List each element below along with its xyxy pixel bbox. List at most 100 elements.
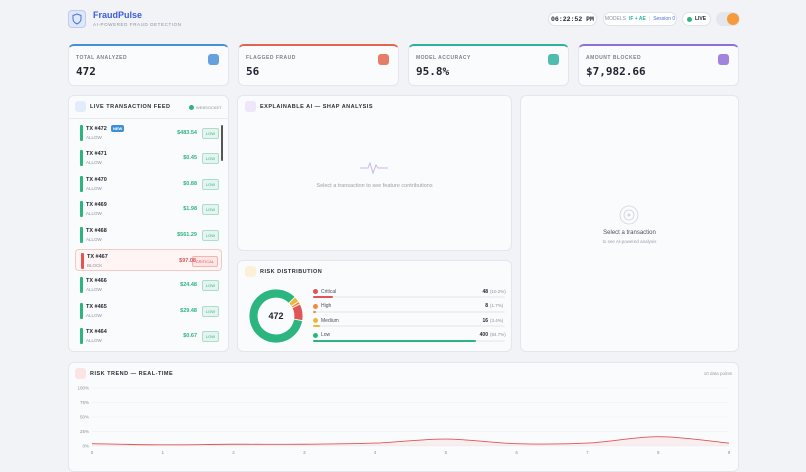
detail-title: Select a transaction <box>603 230 656 236</box>
transaction-action: ALLOW <box>86 160 102 166</box>
transaction-row[interactable]: TX #470 ALLOW $0.88 LOW <box>75 173 222 195</box>
stat-value: 95.8% <box>416 65 450 78</box>
theme-toggle[interactable] <box>716 12 740 26</box>
x-tick-label: 2 <box>232 450 235 455</box>
transaction-id: TX #469 <box>86 202 107 209</box>
x-tick-label: 4 <box>374 450 377 455</box>
legend-percent: (10.2%) <box>490 288 506 294</box>
legend-percent: (3.4%) <box>490 317 504 323</box>
risk-bar <box>80 201 83 218</box>
models-value: IF + AE <box>628 16 646 22</box>
risk-bar <box>80 302 83 319</box>
stat-label: AMOUNT BLOCKED <box>586 55 642 61</box>
transaction-row[interactable]: TX #469 ALLOW $1.98 LOW <box>75 198 222 220</box>
legend-bar <box>313 296 333 298</box>
stat-label: TOTAL ANALYZED <box>76 55 128 61</box>
y-tick-label: 50% <box>80 415 89 420</box>
transaction-action: ALLOW <box>86 236 102 242</box>
app-subtitle: AI-POWERED FRAUD DETECTION <box>93 22 182 27</box>
transaction-amount: $0.45 <box>183 155 197 162</box>
transaction-row[interactable]: TX #464 ALLOW $0.67 LOW <box>75 325 222 347</box>
risk-bar <box>80 175 83 192</box>
transaction-row[interactable]: TX #467 BLOCK $97.08 CRITICAL <box>75 249 222 271</box>
transaction-action: BLOCK <box>87 263 103 268</box>
new-badge: NEW <box>111 125 125 132</box>
x-tick-label: 1 <box>162 450 165 455</box>
connection: WEBSOCKET <box>196 105 222 110</box>
transaction-row[interactable]: TX #472 NEW ALLOW $483.54 LOW <box>75 122 222 144</box>
risk-badge: LOW <box>201 153 219 165</box>
risk-badge: LOW <box>201 305 219 317</box>
transaction-id: TX #465 <box>86 303 107 310</box>
legend-bar <box>313 310 317 313</box>
legend-name: High <box>321 303 332 309</box>
transaction-amount: $24.48 <box>180 282 197 289</box>
risk-badge: LOW <box>201 128 219 139</box>
legend-dot <box>313 303 318 309</box>
trend-chart: 0% 25% 50% 75% 100% 0 1 2 3 4 5 6 7 8 9 <box>77 386 730 456</box>
legend-dot <box>313 318 318 323</box>
stat-icon <box>548 54 559 65</box>
shap-panel <box>237 95 512 251</box>
transaction-action: ALLOW <box>86 185 102 191</box>
transaction-amount: $0.67 <box>183 333 197 340</box>
risk-bar <box>80 125 83 141</box>
detail-subtitle: to see AI-powered analysis <box>602 239 657 244</box>
legend-bar <box>313 339 476 342</box>
risk-bar <box>80 277 83 294</box>
stat-label: FLAGGED FRAUD <box>246 55 296 61</box>
legend-count: 16 <box>482 317 488 324</box>
legend-track <box>313 296 505 298</box>
risk-badge: LOW <box>201 229 219 241</box>
y-tick-label: 75% <box>80 400 89 405</box>
legend-track <box>313 310 505 313</box>
transaction-amount: $0.88 <box>183 180 197 187</box>
trend-line <box>91 436 730 446</box>
stat-value: 472 <box>76 65 96 78</box>
legend-percent: (84.7%) <box>490 332 506 337</box>
transaction-row[interactable]: TX #468 ALLOW $561.29 LOW <box>75 224 222 246</box>
shap-title: EXPLAINABLE AI — SHAP ANALYSIS <box>260 104 373 110</box>
legend-name: Medium <box>321 317 339 324</box>
transaction-action: ALLOW <box>86 211 102 217</box>
transaction-id: TX #467 <box>87 254 108 260</box>
transaction-row[interactable]: TX #471 ALLOW $0.45 LOW <box>75 147 222 169</box>
x-tick-label: 0 <box>91 450 94 455</box>
transaction-row[interactable]: TX #466 ALLOW $24.48 LOW <box>75 274 222 296</box>
stat-card <box>68 44 229 86</box>
y-tick-label: 25% <box>80 429 89 434</box>
transaction-action: ALLOW <box>86 338 102 344</box>
legend-count: 400 <box>479 332 488 338</box>
feed-title: LIVE TRANSACTION FEED <box>90 104 171 110</box>
transaction-id: TX #470 <box>86 176 107 183</box>
session: Session 0 <box>653 16 676 22</box>
stat-value: $7,982.66 <box>586 65 646 78</box>
transaction-action: ALLOW <box>86 312 102 318</box>
stat-card <box>578 44 739 86</box>
y-tick-label: 0% <box>82 444 89 449</box>
risk-badge: LOW <box>201 178 219 190</box>
scrollbar[interactable] <box>221 125 223 161</box>
transaction-action: ALLOW <box>86 135 102 140</box>
donut-segment <box>248 288 304 344</box>
transaction-row[interactable]: TX #465 ALLOW $29.48 LOW <box>75 300 222 322</box>
transaction-id: TX #472 <box>86 126 107 132</box>
stat-value: 56 <box>246 65 260 78</box>
live-pill: LIVE <box>682 12 711 26</box>
feed-icon <box>75 101 86 112</box>
risk-badge: CRITICAL <box>191 256 218 267</box>
risk-bar <box>80 328 83 345</box>
legend-track <box>313 325 505 327</box>
legend-bar <box>313 325 320 327</box>
logo-icon <box>72 13 82 25</box>
stat-icon <box>378 54 389 65</box>
legend-name: Critical <box>321 288 337 295</box>
donut-center: 472 <box>268 311 283 321</box>
trend-area <box>92 436 729 446</box>
donut-chart: 472 <box>248 288 304 344</box>
trend-title: RISK TREND — REAL-TIME <box>90 371 174 377</box>
legend-dot <box>313 332 318 338</box>
legend-dot <box>313 289 318 294</box>
legend-percent: (1.7%) <box>490 303 504 308</box>
